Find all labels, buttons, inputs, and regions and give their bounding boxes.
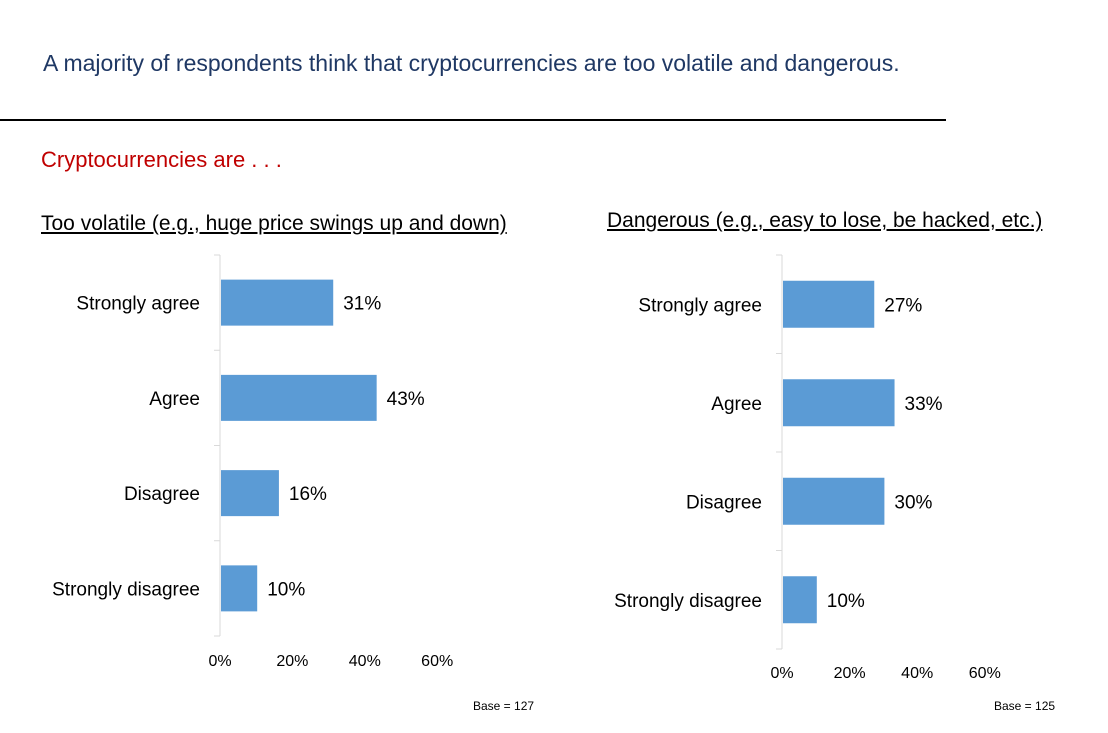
x-tick-label: 60% xyxy=(969,665,1001,682)
section-title: Cryptocurrencies are . . . xyxy=(41,147,282,172)
bar xyxy=(783,576,817,624)
category-label: Strongly agree xyxy=(638,295,762,316)
x-tick-label: 0% xyxy=(208,653,231,670)
bar xyxy=(221,374,377,421)
bar-value-label: 31% xyxy=(343,294,381,315)
bar-value-label: 10% xyxy=(267,579,305,600)
bar-value-label: 33% xyxy=(905,394,943,415)
x-tick-label: 40% xyxy=(349,653,381,670)
x-tick-label: 20% xyxy=(276,653,308,670)
base-note-dangerous: Base = 125 xyxy=(994,699,1056,713)
divider-rule xyxy=(0,119,946,121)
x-tick-label: 40% xyxy=(901,665,933,682)
category-label: Strongly disagree xyxy=(614,591,762,612)
category-label: Agree xyxy=(149,389,200,410)
category-label: Disagree xyxy=(124,484,200,505)
category-label: Strongly disagree xyxy=(52,579,200,600)
bar xyxy=(221,279,334,326)
bar xyxy=(783,379,895,427)
bar-value-label: 30% xyxy=(894,492,932,513)
bar xyxy=(783,477,885,525)
bar xyxy=(783,280,875,328)
bar-value-label: 16% xyxy=(289,484,327,505)
chart-volatile: Strongly agree 31% Agree 43% Disagree 16% Stro… xyxy=(52,254,453,670)
x-tick-label: 60% xyxy=(421,653,453,670)
chart-title-volatile: Too volatile (e.g., huge price swings up… xyxy=(41,212,507,235)
chart-title-dangerous: Dangerous (e.g., easy to lose, be hacked… xyxy=(607,209,1043,232)
x-tick-label: 0% xyxy=(770,665,793,682)
bar-value-label: 10% xyxy=(827,591,865,612)
bar-value-label: 27% xyxy=(884,295,922,316)
category-label: Strongly agree xyxy=(76,294,200,315)
headline: A majority of respondents think that cry… xyxy=(43,50,900,76)
category-label: Agree xyxy=(711,394,762,415)
x-tick-label: 20% xyxy=(834,665,866,682)
base-note-volatile: Base = 127 xyxy=(473,699,535,713)
bar-value-label: 43% xyxy=(387,389,425,410)
bar xyxy=(221,565,258,612)
category-label: Disagree xyxy=(686,492,762,513)
bar xyxy=(221,470,279,517)
